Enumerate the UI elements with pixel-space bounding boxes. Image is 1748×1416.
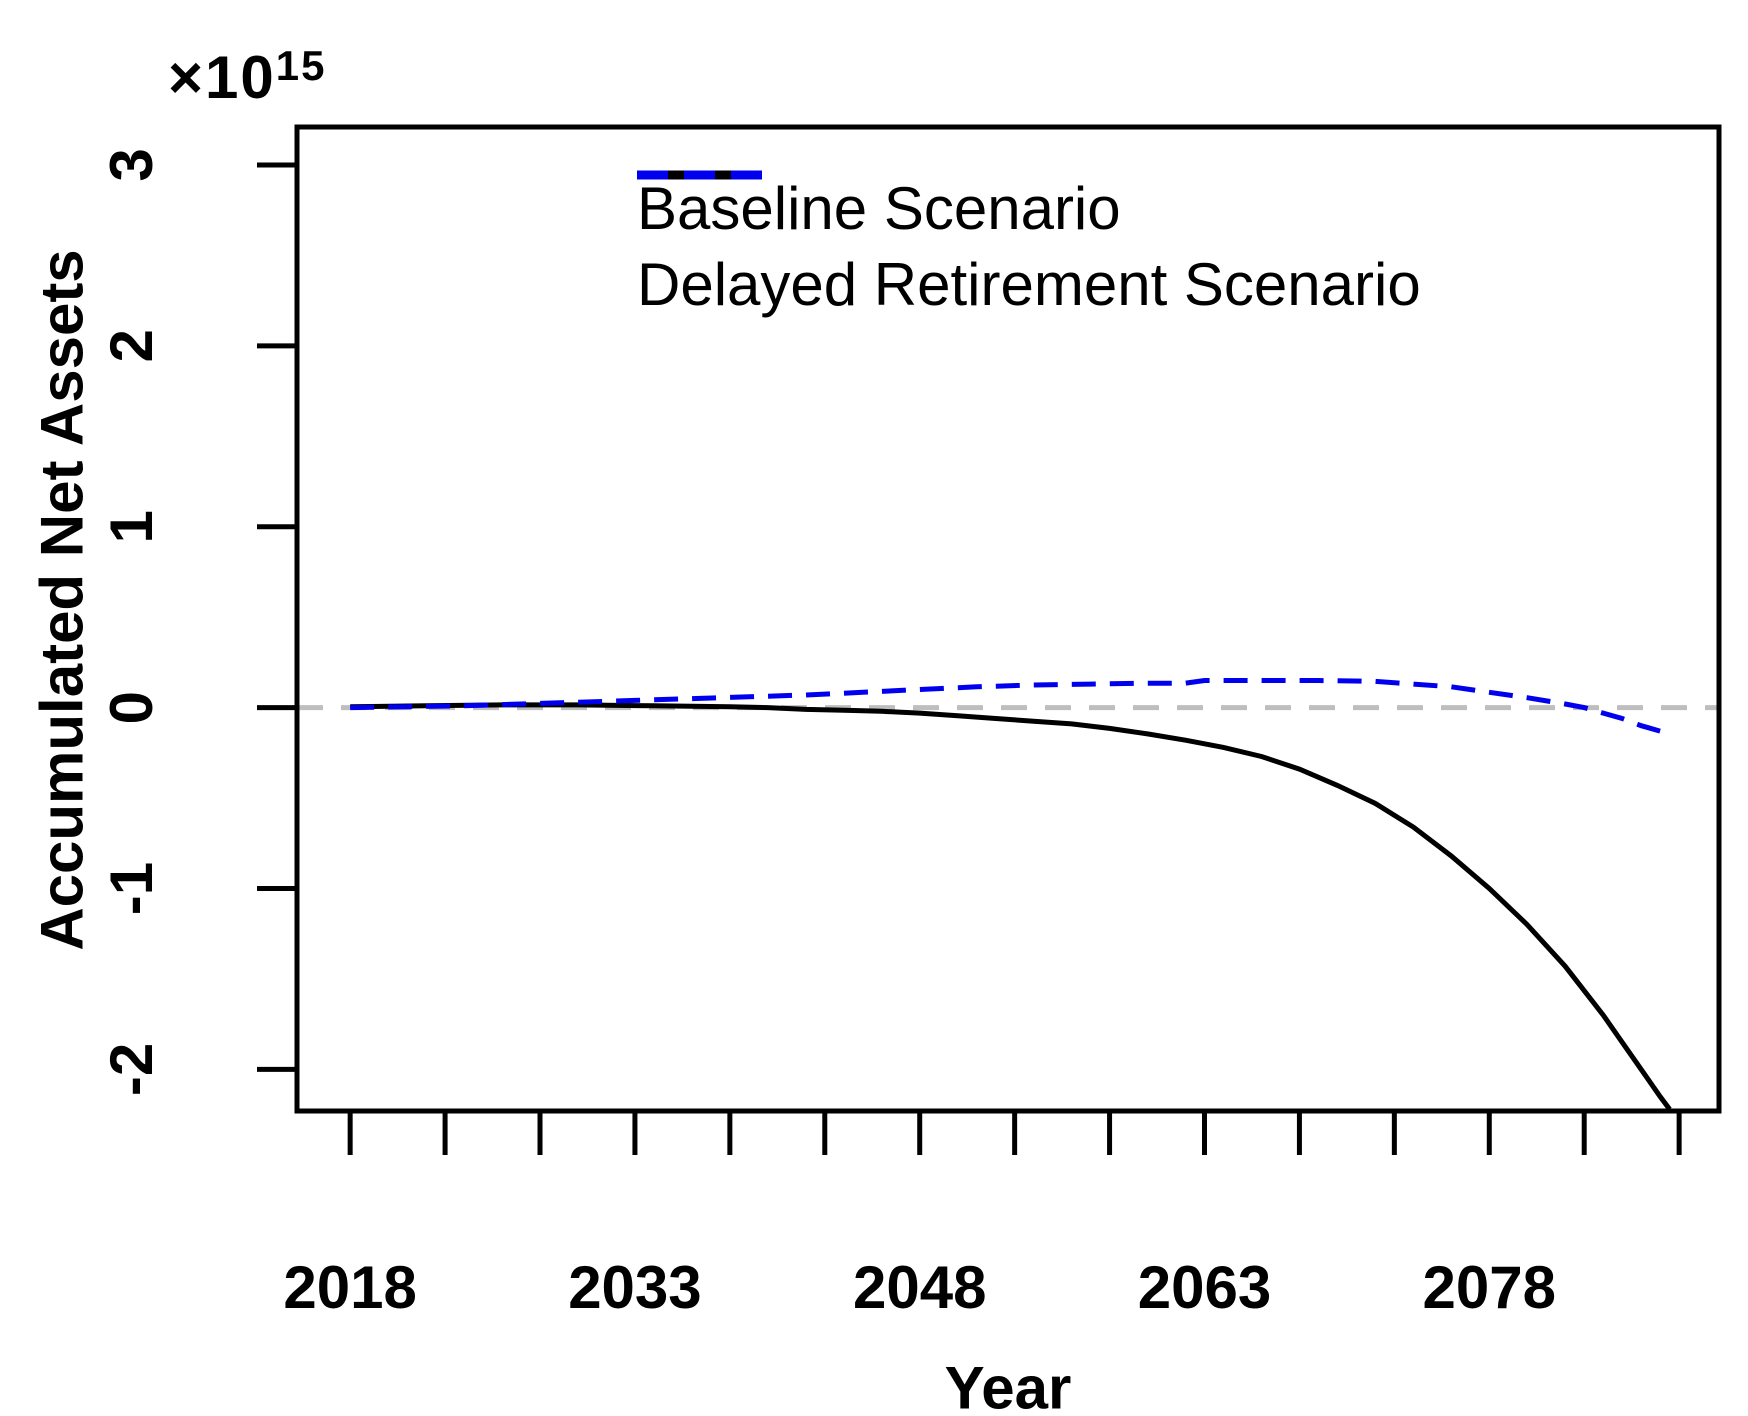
y-tick-label: 2 xyxy=(98,329,165,362)
y-tick-label: 3 xyxy=(98,148,165,181)
legend: Baseline Scenario Delayed Retirement Sce… xyxy=(637,170,1421,322)
legend-label-baseline: Baseline Scenario xyxy=(637,174,1121,242)
x-tick-label: 2048 xyxy=(853,1254,986,1321)
x-tick-label: 2018 xyxy=(283,1254,416,1321)
y-tick-label: 0 xyxy=(98,691,165,724)
y-tick-label: 1 xyxy=(98,510,165,543)
y-axis-multiplier: ×1015 xyxy=(168,42,327,112)
legend-line-sample-dashed xyxy=(637,170,762,180)
x-tick-label: 2078 xyxy=(1423,1254,1556,1321)
plot-border xyxy=(294,124,1722,1114)
y-tick-label: -2 xyxy=(98,1043,165,1096)
legend-label-delayed-retirement: Delayed Retirement Scenario xyxy=(637,250,1421,318)
x-axis-title: Year xyxy=(944,1354,1072,1416)
x-tick-label: 2033 xyxy=(568,1254,701,1321)
y-axis-title: Accumulated Net Assets xyxy=(28,249,96,951)
y-tick-label: -1 xyxy=(98,862,165,915)
y-axis-multiplier-base: ×10 xyxy=(168,44,276,111)
series-line-baseline xyxy=(350,702,1672,1111)
y-axis-multiplier-exponent: 15 xyxy=(275,42,327,89)
series-line-delayed-retirement xyxy=(350,678,1661,734)
x-tick-label: 2063 xyxy=(1138,1254,1271,1321)
legend-item-baseline: Baseline Scenario xyxy=(637,170,1421,246)
legend-item-delayed-retirement: Delayed Retirement Scenario xyxy=(637,170,1421,322)
